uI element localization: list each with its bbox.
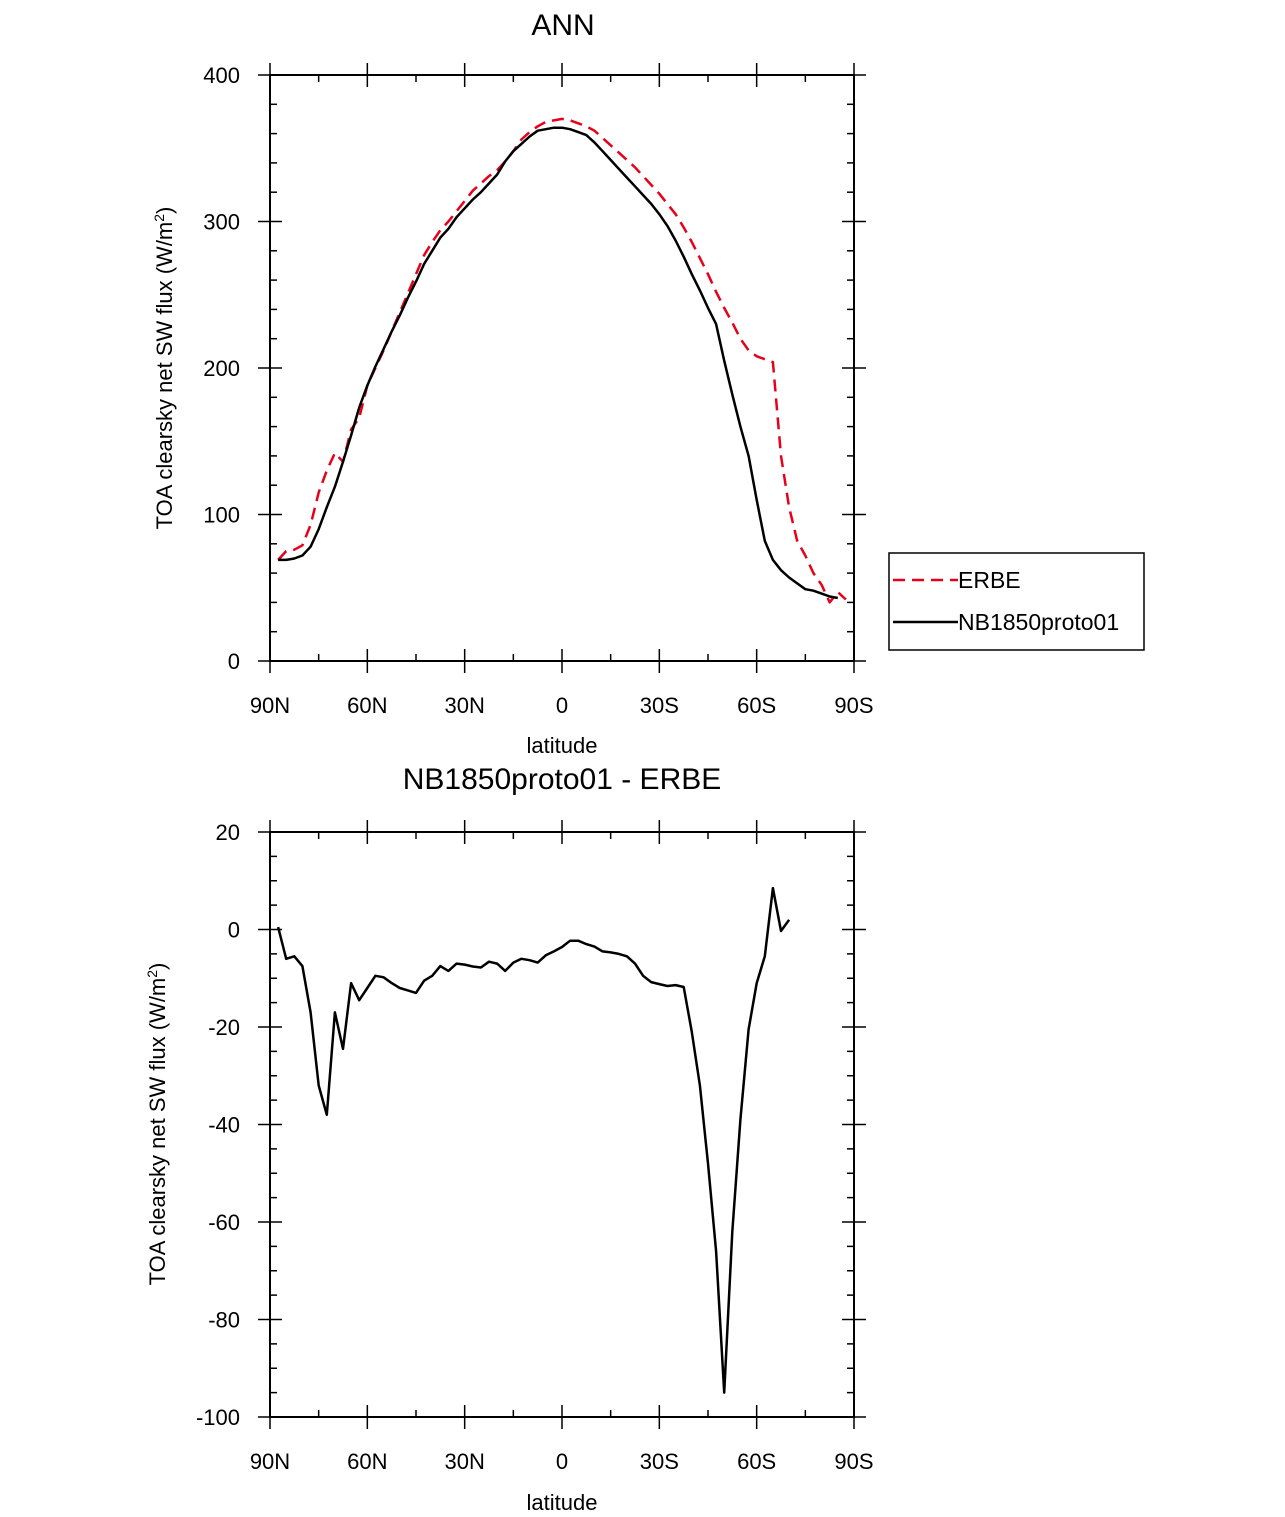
panel-difference-frame (269, 831, 855, 1418)
legend-label-erbe: ERBE (958, 567, 1021, 593)
panel-annual-ytick-label: 300 (203, 210, 240, 235)
legend-box (888, 552, 1145, 651)
panel-annual-xtick-label: 90N (250, 693, 290, 718)
panel-annual-title: ANN (531, 9, 594, 42)
panel-annual-series-erbe (277, 117, 847, 604)
panel-annual-ytick-label: 200 (203, 356, 240, 381)
panel-difference-ylabel-sup: 2 (144, 970, 160, 978)
panel-difference-title: NB1850proto01 - ERBE (403, 763, 722, 796)
panel-annual-ytick-label: 0 (228, 649, 240, 674)
panel-difference-xlabel: latitude (527, 1490, 598, 1515)
panel-annual-ytick-label: 100 (203, 503, 240, 528)
panel-difference-xtick-label: 90S (834, 1449, 873, 1474)
panel-difference-ytick-label: -20 (208, 1015, 240, 1040)
panel-annual-series (277, 117, 847, 604)
panel-difference-ytick-label: -60 (208, 1210, 240, 1235)
panel-difference-ylabel-main: TOA clearsky net SW flux (W/m (145, 978, 170, 1286)
panel-difference: NB1850proto01 - ERBE 90N 60N 30N 0 30S 60S 90S… (144, 763, 874, 1515)
panel-difference-ytick-label: 20 (216, 820, 240, 845)
panel-annual-ytick-label: 400 (203, 63, 240, 88)
panel-annual-series-nb1850proto01 (278, 126, 839, 600)
panel-difference-ticks: 90N 60N 30N 0 30S 60S 90S -100 -80 -60 -40 -20 0 20 (196, 820, 874, 1474)
panel-annual-xtick-label: 0 (556, 693, 568, 718)
panel-annual-ticks: 90N 60N 30N 0 30S 60S 90S 0 100 200 300 400 (203, 63, 874, 718)
panel-difference-xtick-label: 60N (347, 1449, 387, 1474)
panel-difference-xtick-label: 30S (640, 1449, 679, 1474)
panel-difference-ylabel-end: ) (145, 963, 170, 970)
panel-annual-ylabel: TOA clearsky net SW flux (W/m2) (151, 207, 177, 530)
panel-annual-xtick-label: 90S (834, 693, 873, 718)
panel-annual-xtick-label: 60S (737, 693, 776, 718)
legend-label-nb1850proto01: NB1850proto01 (958, 609, 1119, 635)
panel-annual-ylabel-sup: 2 (151, 214, 167, 222)
panel-annual-xtick-label: 30N (444, 693, 484, 718)
panel-difference-ylabel: TOA clearsky net SW flux (W/m2) (144, 963, 170, 1286)
panel-annual: ANN 90N 60N 30N 0 30S 60S 90S 0 100 200 300 400 lat… (151, 9, 1145, 758)
panel-annual-xtick-label: 30S (640, 693, 679, 718)
panel-difference-series (276, 886, 791, 1394)
legend: ERBE NB1850proto01 (888, 552, 1145, 651)
panel-difference-ytick-label: -100 (196, 1405, 240, 1430)
panel-annual-frame (269, 74, 855, 662)
panel-difference-xtick-label: 30N (444, 1449, 484, 1474)
panel-annual-xtick-label: 60N (347, 693, 387, 718)
panel-annual-xlabel: latitude (527, 733, 598, 758)
panel-difference-xtick-label: 0 (556, 1449, 568, 1474)
panel-difference-xtick-label: 60S (737, 1449, 776, 1474)
panel-difference-ytick-label: -40 (208, 1113, 240, 1138)
panel-difference-series-nb1850proto01-erbe (276, 886, 791, 1394)
panel-difference-ytick-label: 0 (228, 918, 240, 943)
panel-annual-ylabel-main: TOA clearsky net SW flux (W/m (152, 222, 177, 530)
panel-difference-xtick-label: 90N (250, 1449, 290, 1474)
panel-difference-ytick-label: -80 (208, 1308, 240, 1333)
panel-annual-ylabel-end: ) (152, 207, 177, 214)
